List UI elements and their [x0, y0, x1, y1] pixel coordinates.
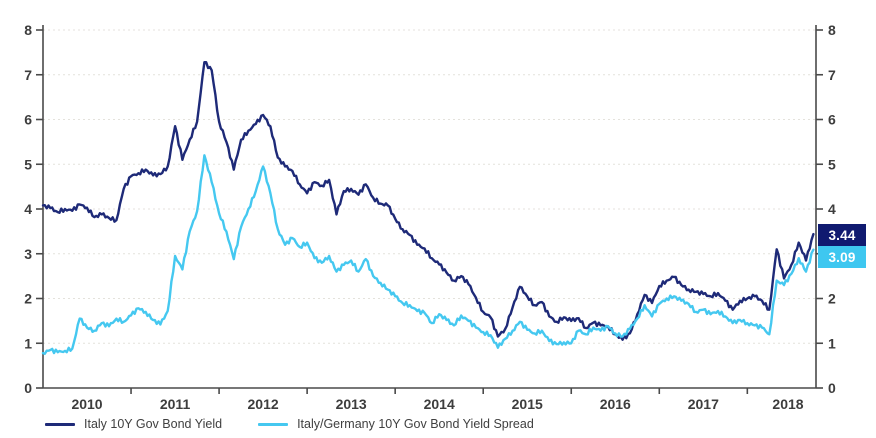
right-y-tick-label: 0 [828, 380, 836, 396]
legend-label-spread: Italy/Germany 10Y Gov Bond Yield Spread [297, 417, 534, 431]
legend-item-italy-germany-spread: Italy/Germany 10Y Gov Bond Yield Spread [258, 417, 534, 431]
left-y-tick-label: 1 [24, 335, 32, 351]
x-year-label: 2012 [248, 396, 279, 412]
left-y-tick-label: 0 [24, 380, 32, 396]
right-y-tick-label: 2 [828, 291, 836, 307]
spread-line-swatch-icon [258, 422, 289, 426]
x-year-label: 2015 [512, 396, 543, 412]
right-y-tick-label: 1 [828, 335, 836, 351]
left-y-tick-label: 7 [24, 67, 32, 83]
right-y-tick-label: 6 [828, 112, 836, 128]
x-year-label: 2014 [424, 396, 455, 412]
x-year-label: 2017 [688, 396, 719, 412]
x-year-label: 2018 [772, 396, 803, 412]
left-y-tick-label: 2 [24, 291, 32, 307]
end-value-label-spread: 3.09 [818, 246, 866, 268]
legend-item-italy-10y-yield: Italy 10Y Gov Bond Yield [45, 417, 222, 431]
left-y-tick-label: 6 [24, 112, 32, 128]
left-y-tick-label: 4 [24, 201, 32, 217]
right-y-tick-label: 8 [828, 22, 836, 38]
x-year-label: 2016 [600, 396, 631, 412]
left-y-tick-label: 3 [24, 246, 32, 262]
right-y-tick-label: 5 [828, 156, 836, 172]
right-y-tick-label: 4 [828, 201, 836, 217]
legend-label-yield: Italy 10Y Gov Bond Yield [84, 417, 223, 431]
yield-line-swatch-icon [45, 422, 75, 426]
end-value-label-yield: 3.44 [818, 224, 866, 246]
end-value-spread-text: 3.09 [828, 249, 856, 265]
x-year-label: 2011 [160, 396, 191, 412]
end-value-yield-text: 3.44 [828, 227, 856, 243]
right-y-tick-label: 7 [828, 67, 836, 83]
left-y-tick-label: 5 [24, 156, 32, 172]
chart-line-italy-10y-gov-bond-yield [41, 61, 815, 341]
x-year-label: 2010 [71, 396, 102, 412]
chart-legend: Italy 10Y Gov Bond Yield Italy/Germany 1… [45, 415, 534, 433]
left-y-tick-label: 8 [24, 22, 32, 38]
x-year-label: 2013 [336, 396, 367, 412]
chart-line-italy-germany-10y-gov-bond-yield-spread [41, 154, 815, 355]
